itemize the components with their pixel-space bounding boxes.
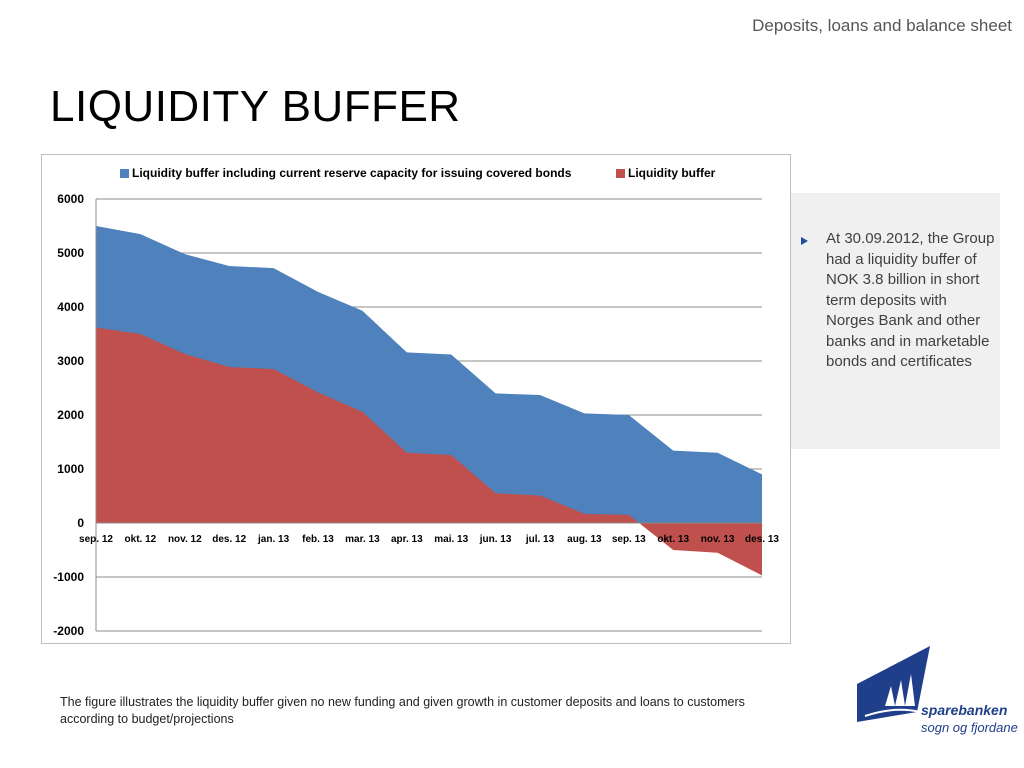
- x-tick-label: jan. 13: [257, 534, 290, 545]
- y-tick-label: 2000: [57, 408, 84, 422]
- x-tick-label: sep. 13: [612, 534, 646, 545]
- x-tick-label: des. 12: [212, 534, 246, 545]
- chart-frame: 6000 5000 4000 3000 2000 1000 0 -1000 -2000 sep. …: [41, 154, 791, 644]
- legend-label-1: Liquidity buffer: [628, 166, 716, 180]
- x-tick-label: nov. 12: [168, 534, 202, 545]
- y-tick-label: 3000: [57, 354, 84, 368]
- x-tick-label: mar. 13: [345, 534, 380, 545]
- x-tick-label: nov. 13: [701, 534, 735, 545]
- logo-line1: sparebanken: [921, 702, 1008, 718]
- x-tick-label: mai. 13: [434, 534, 468, 545]
- y-tick-label: 6000: [57, 192, 84, 206]
- section-label: Deposits, loans and balance sheet: [752, 16, 1012, 35]
- x-tick-label: apr. 13: [391, 534, 423, 545]
- bullet-arrow-icon: [801, 237, 808, 245]
- x-tick-label: des. 13: [745, 534, 779, 545]
- page-title: LIQUIDITY BUFFER: [50, 82, 461, 131]
- logo-line2: sogn og fjordane: [921, 720, 1018, 735]
- figure-caption: The figure illustrates the liquidity buf…: [60, 695, 745, 726]
- y-tick-label: 1000: [57, 462, 84, 476]
- company-logo: sparebanken sogn og fjordane: [855, 644, 1024, 744]
- y-tick-label: -1000: [53, 570, 84, 584]
- bullet-box: At 30.09.2012, the Group had a liquidity…: [791, 193, 1000, 449]
- legend-swatch-0: [120, 169, 129, 178]
- x-tick-label: aug. 13: [567, 534, 602, 545]
- y-tick-label: 5000: [57, 246, 84, 260]
- x-tick-label: feb. 13: [302, 534, 334, 545]
- series-area-1: [96, 327, 762, 576]
- x-tick-label: jun. 13: [479, 534, 512, 545]
- legend-label-0: Liquidity buffer including current reser…: [132, 166, 572, 180]
- legend-swatch-1: [616, 169, 625, 178]
- x-tick-label: okt. 13: [657, 534, 689, 545]
- y-tick-label: 4000: [57, 300, 84, 314]
- y-tick-label: -2000: [53, 624, 84, 638]
- y-tick-label: 0: [77, 516, 84, 530]
- x-tick-label: jul. 13: [525, 534, 555, 545]
- bullet-text: At 30.09.2012, the Group had a liquidity…: [826, 230, 995, 370]
- liquidity-chart: 6000 5000 4000 3000 2000 1000 0 -1000 -2000 sep. …: [53, 166, 779, 638]
- sail-logo-icon: [857, 646, 930, 722]
- x-tick-label: okt. 12: [125, 534, 157, 545]
- x-tick-label: sep. 12: [79, 534, 113, 545]
